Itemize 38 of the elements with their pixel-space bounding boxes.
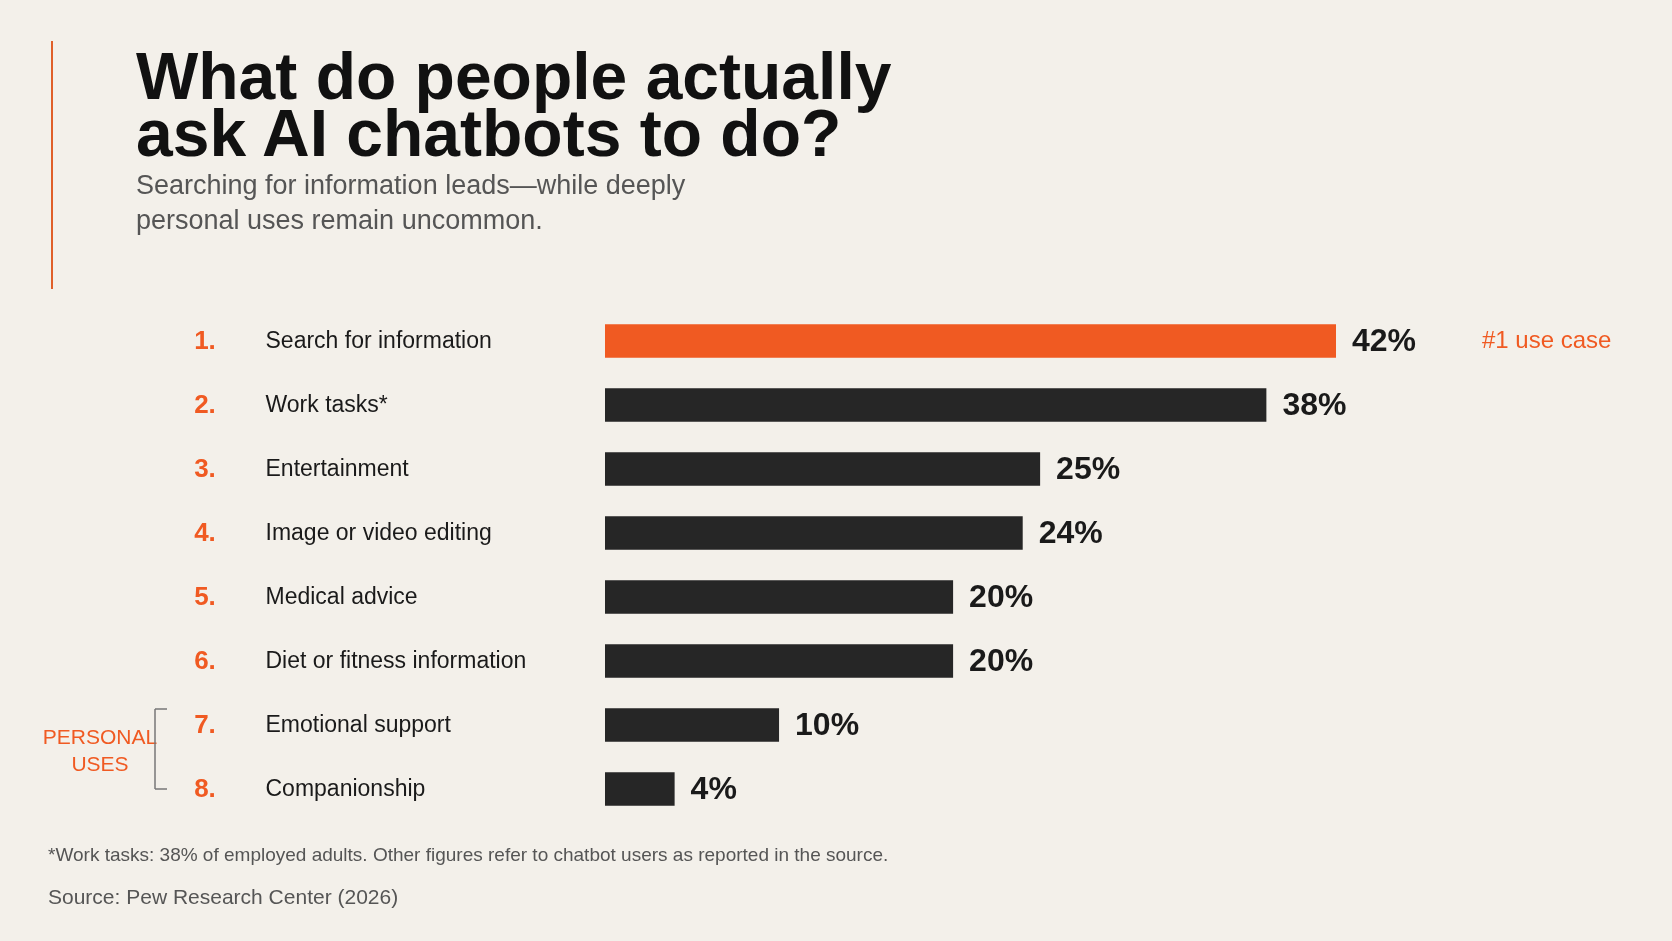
text: 2. bbox=[194, 389, 216, 419]
y-tick-label: Emotional support bbox=[265, 711, 452, 737]
y-tick-label: Diet or fitness information bbox=[265, 647, 527, 673]
text: 8. bbox=[194, 773, 216, 803]
text: 4. bbox=[194, 517, 216, 547]
y-tick-label: Companionship bbox=[265, 775, 426, 801]
y-tick-label: Medical advice bbox=[265, 583, 418, 609]
text: PERSONAL USES bbox=[42, 724, 158, 775]
text: 6. bbox=[194, 645, 216, 675]
chart-title: What do people actually ask AI chatbots to do? bbox=[136, 39, 892, 170]
data-label: 10% bbox=[795, 706, 860, 742]
data-label: 4% bbox=[690, 770, 737, 806]
bar bbox=[605, 452, 1041, 486]
text: #1 use case bbox=[1482, 326, 1612, 353]
bar bbox=[605, 324, 1336, 358]
data-label: 25% bbox=[1056, 450, 1121, 486]
data-label: 42% bbox=[1352, 322, 1417, 358]
bar bbox=[605, 708, 780, 742]
bar bbox=[605, 388, 1267, 422]
data-label: 38% bbox=[1282, 386, 1347, 422]
text: *Work tasks: 38% of employed adults. Other figures refer to chatbot users as reported in the source. bbox=[48, 844, 889, 865]
data-label: 20% bbox=[969, 642, 1034, 678]
text: 5. bbox=[194, 581, 216, 611]
y-tick-label: Search for information bbox=[265, 327, 492, 353]
bar bbox=[605, 644, 954, 678]
bar bbox=[605, 580, 954, 614]
source-note: Source: Pew Research Center (2026) bbox=[48, 885, 399, 908]
text: 7. bbox=[194, 709, 216, 739]
data-label: 20% bbox=[969, 578, 1034, 614]
y-tick-label: Work tasks* bbox=[265, 391, 388, 417]
data-label: 24% bbox=[1038, 514, 1103, 550]
y-tick-label: Image or video editing bbox=[265, 519, 492, 545]
chart-subtitle: Searching for information leads—while deeply personal uses remain uncommon. bbox=[136, 170, 686, 235]
text: 1. bbox=[194, 325, 216, 355]
bar bbox=[605, 516, 1023, 550]
y-tick-label: Entertainment bbox=[265, 455, 410, 481]
text: 3. bbox=[194, 453, 216, 483]
bar bbox=[605, 772, 675, 806]
